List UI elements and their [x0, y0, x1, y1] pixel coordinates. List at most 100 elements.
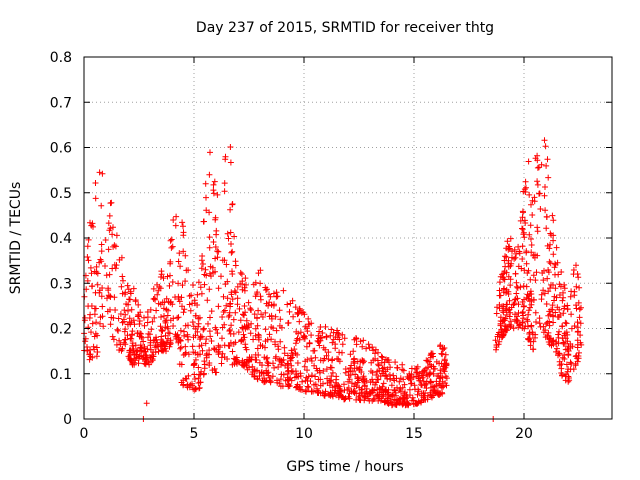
- data-point: [256, 359, 263, 366]
- data-point: [175, 314, 182, 321]
- data-point: [573, 352, 580, 359]
- data-point: [122, 289, 129, 296]
- data-point: [393, 375, 400, 382]
- data-point: [552, 285, 559, 292]
- data-point: [207, 149, 213, 156]
- data-point: [542, 207, 549, 214]
- data-point: [197, 351, 203, 358]
- data-point: [224, 230, 231, 237]
- data-point: [265, 362, 271, 369]
- data-point: [249, 369, 256, 375]
- data-point: [496, 287, 503, 294]
- data-point: [339, 349, 345, 356]
- data-point: [234, 295, 241, 302]
- y-tick-label: 0.4: [50, 231, 72, 247]
- data-point: [254, 367, 261, 374]
- data-point: [201, 281, 208, 288]
- data-point: [235, 329, 242, 336]
- data-point: [172, 222, 179, 229]
- data-point: [527, 342, 534, 349]
- data-point: [220, 293, 227, 300]
- data-point: [527, 222, 534, 229]
- data-point: [292, 340, 299, 347]
- data-point: [252, 325, 259, 332]
- data-point: [301, 333, 308, 340]
- data-point: [504, 301, 511, 308]
- data-point: [570, 267, 577, 273]
- data-point: [329, 369, 336, 376]
- data-point: [533, 269, 540, 276]
- data-point: [337, 387, 344, 394]
- data-point: [542, 334, 549, 341]
- data-point: [191, 371, 198, 378]
- data-point: [242, 309, 249, 316]
- data-point: [277, 338, 284, 345]
- data-point: [185, 322, 191, 329]
- data-point: [157, 285, 164, 292]
- data-point: [294, 360, 301, 366]
- data-point: [128, 306, 135, 313]
- data-point: [241, 312, 247, 319]
- data-point: [85, 257, 92, 264]
- data-point: [341, 381, 347, 388]
- data-point: [421, 392, 428, 399]
- data-point: [492, 337, 499, 344]
- data-point: [520, 303, 527, 310]
- data-point: [157, 323, 164, 330]
- data-point: [329, 357, 335, 364]
- data-point: [356, 390, 363, 397]
- data-point: [321, 392, 328, 399]
- data-point: [381, 364, 388, 371]
- data-point: [409, 397, 415, 404]
- data-point: [528, 242, 535, 248]
- data-point: [528, 249, 535, 256]
- data-point: [98, 241, 105, 248]
- data-point: [129, 342, 136, 349]
- data-point: [206, 209, 213, 216]
- data-point: [89, 320, 96, 327]
- data-point: [96, 259, 103, 266]
- data-point: [230, 341, 237, 347]
- data-point: [334, 327, 341, 334]
- data-point: [556, 328, 562, 335]
- data-point: [351, 389, 358, 396]
- data-point: [275, 364, 282, 370]
- data-point: [546, 258, 553, 265]
- data-point: [150, 349, 157, 355]
- data-point: [229, 348, 236, 355]
- data-point: [512, 270, 519, 277]
- data-point: [493, 310, 500, 317]
- data-point: [222, 281, 229, 288]
- data-point: [312, 354, 319, 361]
- data-point: [243, 317, 250, 324]
- data-point: [524, 318, 531, 325]
- data-point: [334, 355, 340, 362]
- data-point: [221, 354, 228, 361]
- data-point: [138, 334, 145, 341]
- data-point: [251, 311, 258, 318]
- data-point: [339, 331, 346, 338]
- data-point: [189, 319, 196, 326]
- data-point: [350, 348, 357, 355]
- data-point: [363, 345, 370, 352]
- data-point: [126, 319, 133, 326]
- data-point: [560, 340, 567, 347]
- data-point: [199, 347, 206, 354]
- data-point: [328, 364, 335, 371]
- data-point: [231, 288, 238, 294]
- data-point: [503, 245, 510, 252]
- data-point: [179, 303, 185, 310]
- data-point: [547, 311, 554, 318]
- data-point: [383, 356, 389, 363]
- data-point: [214, 254, 221, 261]
- data-point: [182, 278, 189, 285]
- data-point: [400, 376, 407, 383]
- data-point: [229, 248, 236, 255]
- data-point: [523, 260, 530, 267]
- data-point: [522, 189, 529, 195]
- data-point: [293, 337, 300, 344]
- data-point: [272, 313, 279, 320]
- data-point: [534, 228, 541, 235]
- data-point: [143, 400, 150, 407]
- data-point: [210, 269, 217, 276]
